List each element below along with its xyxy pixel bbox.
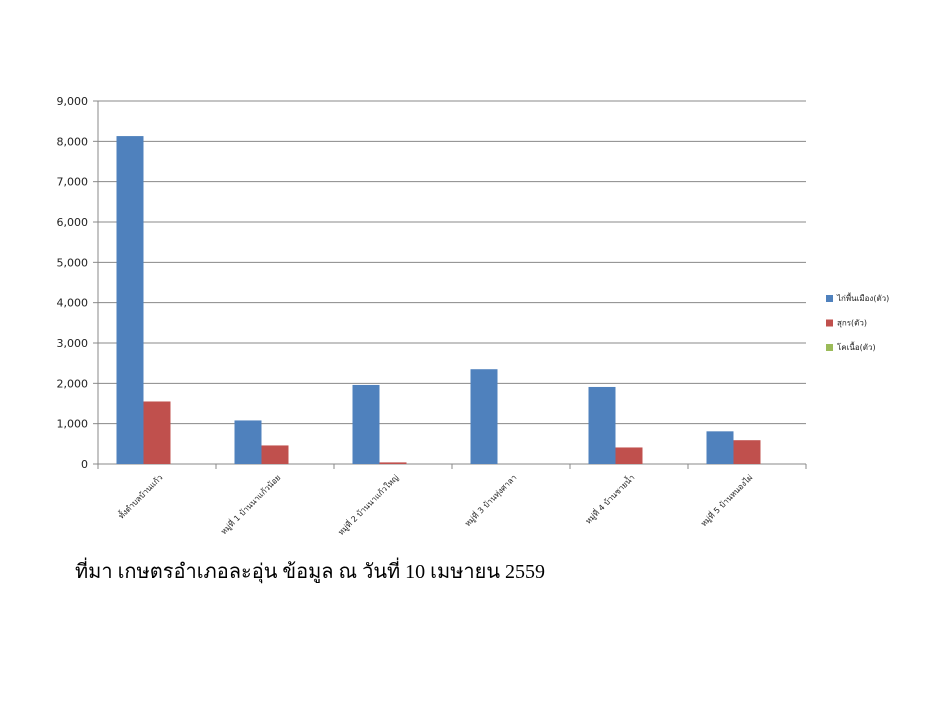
bar	[261, 445, 289, 464]
bar	[706, 431, 734, 464]
y-tick-label: 3,000	[57, 337, 89, 350]
legend-swatch	[826, 344, 833, 351]
bar	[116, 136, 144, 464]
x-tick-label: ทั้งตำบลบ้านแก้ว	[115, 472, 164, 521]
legend-label: สุกร(ตัว)	[837, 319, 867, 328]
legend-swatch	[826, 295, 833, 302]
x-tick-label: หมู่ที่ 3 บ้านทุ่งศาลา	[462, 472, 519, 529]
y-tick-label: 1,000	[57, 418, 89, 431]
y-tick-label: 5,000	[57, 256, 89, 269]
x-tick-label: หมู่ที่ 1 บ้านนาแก้วน้อย	[218, 472, 283, 537]
x-tick-label: หมู่ที่ 2 บ้านนาแก้วใหญ่	[335, 472, 401, 538]
legend-label: โคเนื้อ(ตัว)	[837, 341, 876, 352]
bar	[733, 440, 761, 464]
y-tick-label: 0	[81, 458, 88, 471]
y-tick-label: 8,000	[57, 135, 89, 148]
legend-label: ไก่พื้นเมือง(ตัว)	[836, 292, 889, 303]
bar	[379, 462, 407, 464]
y-tick-label: 9,000	[57, 95, 89, 108]
bar	[352, 384, 380, 464]
bar	[234, 420, 262, 464]
y-tick-label: 4,000	[57, 297, 89, 310]
bar	[143, 401, 171, 464]
source-note: ที่มา เกษตรอำเภอละอุ่น ข้อมูล ณ วันที่ 1…	[75, 557, 545, 584]
bar	[615, 447, 643, 464]
bar	[588, 386, 616, 464]
y-tick-label: 7,000	[57, 176, 89, 189]
y-tick-label: 6,000	[57, 216, 89, 229]
y-tick-label: 2,000	[57, 377, 89, 390]
x-tick-label: หมู่ที่ 5 บ้านหนองไผ่	[698, 471, 756, 529]
bar	[470, 369, 498, 464]
x-tick-label: หมู่ที่ 4 บ้านชายน้ำ	[582, 472, 637, 527]
legend-swatch	[826, 319, 833, 327]
